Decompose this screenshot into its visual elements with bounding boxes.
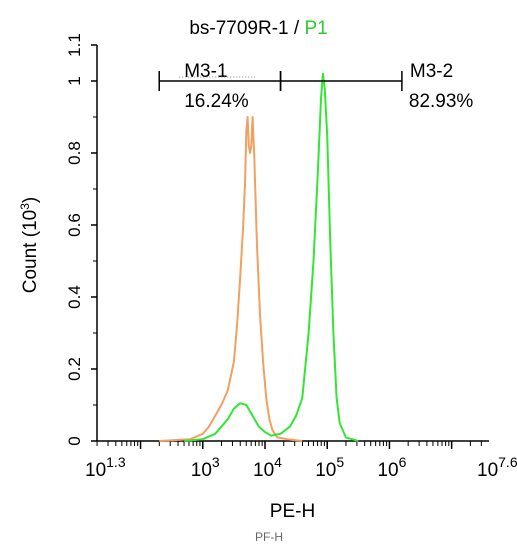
chart-title-main: bs-7709R-1 / bbox=[189, 18, 305, 39]
x-tick-label: 104 bbox=[253, 454, 282, 481]
x-tick-base: 10 bbox=[191, 460, 212, 481]
gate-markers: M3-1 16.24% M3-2 82.93% bbox=[158, 61, 474, 112]
marker-percent-label: 82.93% bbox=[409, 91, 474, 112]
x-tick-label: 103 bbox=[191, 454, 220, 481]
x-tick-base: 10 bbox=[315, 460, 336, 481]
x-tick-base: 10 bbox=[85, 460, 106, 481]
y-axis-label-text: Count bbox=[20, 242, 42, 294]
y-axis-label-exp-suffix: ) bbox=[20, 196, 42, 204]
y-ticks: 0 0.2 0.4 0.6 0.8 1 1.1 bbox=[65, 33, 97, 446]
marker-name-label: M3-1 bbox=[184, 61, 227, 82]
marker-name-label: M3-2 bbox=[410, 61, 453, 82]
y-tick-label: 0.6 bbox=[65, 213, 84, 237]
x-tick-exponent: 6 bbox=[399, 454, 407, 470]
chart-title: bs-7709R-1 / P1 bbox=[0, 18, 517, 40]
marker-percent-label: 16.24% bbox=[184, 91, 249, 112]
y-tick-label: 0.2 bbox=[65, 357, 84, 381]
x-axis-label: PE-H bbox=[269, 501, 316, 522]
series-control-line bbox=[159, 116, 303, 442]
y-axis-label: Count (103) bbox=[18, 197, 42, 293]
series-group bbox=[159, 72, 359, 442]
x-tick-exponent: 3 bbox=[212, 454, 220, 470]
x-tick-exponent: 7.6 bbox=[498, 454, 517, 470]
x-tick-label: 106 bbox=[377, 454, 406, 481]
x-tick-base: 10 bbox=[477, 460, 498, 481]
x-axis-label-clipped: PF-H bbox=[255, 530, 283, 544]
x-tick-base: 10 bbox=[377, 460, 398, 481]
x-tick-exponent: 1.3 bbox=[106, 454, 126, 470]
y-tick-label: 0.4 bbox=[65, 285, 84, 309]
x-tick-base: 10 bbox=[253, 460, 274, 481]
y-axis-label-exp: 3 bbox=[17, 203, 32, 210]
x-tick-exponent: 4 bbox=[274, 454, 282, 470]
y-axis-label-exp-prefix: (10 bbox=[20, 209, 42, 238]
x-tick-label: 107.6 bbox=[477, 454, 517, 481]
y-tick-label: 1 bbox=[65, 76, 84, 85]
x-tick-exponent: 5 bbox=[336, 454, 344, 470]
y-tick-label: 1.1 bbox=[65, 33, 84, 57]
series-sample-line bbox=[184, 72, 359, 442]
x-ticks: 101.3 103 104 105 106 107.6 bbox=[85, 441, 517, 481]
y-tick-label: 0.8 bbox=[65, 141, 84, 165]
chart-title-gate: P1 bbox=[304, 18, 328, 39]
x-tick-label: 101.3 bbox=[85, 454, 126, 481]
x-tick-label: 105 bbox=[315, 454, 344, 481]
y-tick-label: 0 bbox=[65, 436, 84, 445]
